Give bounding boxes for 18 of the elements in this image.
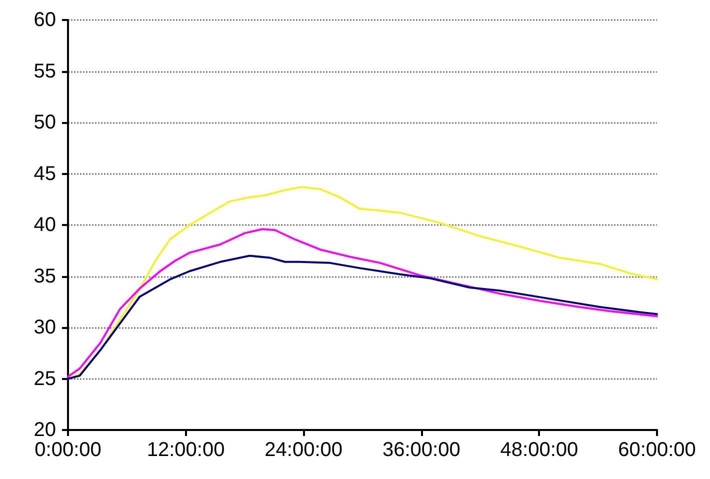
y-tick-label: 60	[34, 9, 56, 31]
y-tick-label: 55	[34, 60, 56, 82]
y-tick-label: 25	[34, 368, 56, 390]
x-tick-label: 60:00:00	[618, 439, 696, 461]
line-series	[67, 228, 658, 378]
x-tick-label: 12:00:00	[146, 439, 225, 461]
x-tick-label: 48:00:00	[500, 439, 578, 461]
y-tick-label: 30	[34, 316, 56, 338]
x-tick-label: 24:00:00	[264, 439, 343, 461]
y-tick-label: 45	[34, 162, 56, 185]
x-tick-label: 36:00:00	[382, 439, 460, 461]
y-tick-label: 35	[34, 265, 56, 288]
y-tick-label: 40	[34, 214, 56, 236]
y-tick-label: 20	[34, 419, 56, 441]
line-series	[67, 254, 658, 380]
line-series	[67, 186, 658, 380]
x-tick-label: 0:00:00	[34, 439, 102, 461]
y-tick-label: 50	[34, 112, 56, 134]
